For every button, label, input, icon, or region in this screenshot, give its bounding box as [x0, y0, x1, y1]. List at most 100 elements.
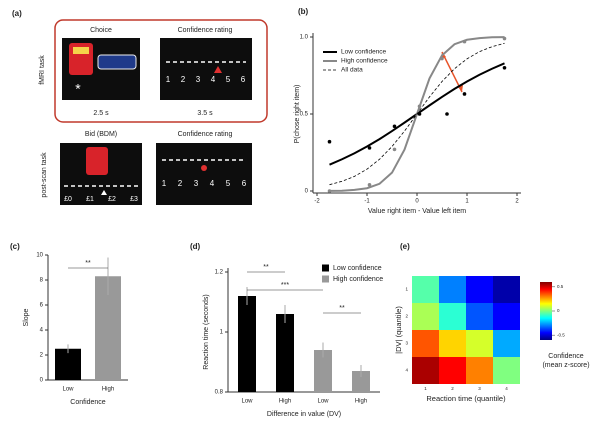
fmri-frame — [54, 19, 268, 123]
heatmap-cell — [412, 276, 439, 303]
rating-label: 2 — [178, 179, 183, 188]
y-tick-label: 1 — [220, 330, 224, 336]
legend-swatch — [322, 275, 329, 283]
bid-label: £1 — [86, 196, 94, 203]
data-point — [417, 112, 422, 116]
panel-label: (a) — [12, 9, 22, 18]
x-tick-label: Low — [317, 399, 329, 405]
rating-label: 1 — [166, 75, 171, 84]
choice-cue: * — [75, 81, 81, 97]
y-tick-label: 3 — [405, 341, 408, 346]
bid-label: £0 — [64, 196, 72, 203]
y-tick-label: 2 — [40, 353, 44, 359]
heatmap-cell — [439, 276, 466, 303]
panel-label: (b) — [298, 7, 309, 16]
y-tick-label: 1 — [405, 287, 408, 292]
bar — [55, 348, 81, 380]
x-tick-label: 2 — [515, 199, 519, 205]
heatmap-cell — [466, 330, 493, 357]
x-axis-label: Difference in value (DV) — [267, 411, 341, 418]
significance: ** — [85, 260, 91, 267]
heatmap-cell — [439, 357, 466, 384]
data-point — [327, 139, 332, 144]
legend-label: High confidence — [333, 276, 383, 283]
legend-swatch — [322, 264, 329, 272]
x-axis-label: Reaction time (quantile) — [426, 394, 506, 403]
x-tick-label: Low — [62, 387, 74, 393]
heatmap-cell — [493, 276, 520, 303]
x-tick-label: High — [355, 399, 367, 405]
y-tick-label: 1.2 — [215, 270, 224, 276]
bid-cursor — [101, 190, 107, 195]
snack-image — [97, 54, 137, 70]
y-axis-label: Slope — [23, 308, 30, 326]
y-tick-label: 0.8 — [215, 390, 224, 396]
y-tick-label: 0 — [305, 189, 309, 195]
y-axis-label: |DV| (quantile) — [394, 306, 403, 354]
legend-label: High confidence — [341, 58, 388, 65]
y-tick-label: 4 — [40, 328, 44, 334]
y-tick-label: 2 — [405, 314, 408, 319]
step-duration: 3.5 s — [197, 110, 213, 117]
curve — [329, 42, 505, 186]
data-point — [462, 92, 467, 96]
bid-label: £3 — [130, 196, 138, 203]
rating-label: 3 — [194, 179, 199, 188]
snack-image — [86, 147, 108, 175]
data-point — [392, 147, 397, 152]
task-label: post-scan task — [41, 152, 48, 198]
bar — [276, 314, 294, 392]
heatmap-cell — [412, 303, 439, 330]
heatmap-cell — [466, 303, 493, 330]
heatmap-cell — [493, 330, 520, 357]
bar — [352, 371, 370, 392]
y-tick-label: 1.0 — [300, 35, 309, 41]
panel-label: (c) — [10, 242, 20, 251]
step-title: Bid (BDM) — [85, 131, 117, 138]
bar — [314, 350, 332, 392]
x-axis-label: Confidence — [70, 399, 106, 406]
step-title: Confidence rating — [178, 27, 233, 34]
x-tick-label: Low — [241, 399, 253, 405]
heatmap-cell — [466, 357, 493, 384]
x-tick-label: 0 — [415, 199, 419, 205]
rating-label: 5 — [226, 75, 231, 84]
colorbar-label: Confidence — [548, 353, 584, 360]
data-point — [327, 189, 332, 193]
x-tick-label: 3 — [478, 386, 481, 391]
data-point — [462, 39, 467, 44]
bar — [238, 296, 256, 392]
data-point — [417, 104, 422, 109]
rating-label: 4 — [211, 75, 216, 84]
heatmap-cell — [412, 357, 439, 384]
y-tick-label: 0.5 — [300, 112, 309, 118]
rating-cursor — [214, 66, 222, 73]
heatmap-cell — [439, 303, 466, 330]
legend-label: All data — [341, 67, 363, 74]
snack-image — [73, 47, 89, 54]
legend-label: Low confidence — [341, 49, 387, 56]
heatmap-cell — [493, 357, 520, 384]
task-label: fMRI task — [39, 55, 46, 85]
rating-label: 2 — [181, 75, 186, 84]
y-axis-label: P(chose right item) — [294, 85, 301, 144]
x-tick-label: High — [279, 399, 291, 405]
rating-label: 6 — [242, 179, 247, 188]
x-tick-label: 1 — [424, 386, 427, 391]
legend-label: Low confidence — [333, 265, 382, 272]
x-tick-label: 2 — [451, 386, 454, 391]
x-tick-label: 1 — [465, 199, 469, 205]
x-axis-label: Value right item - Value left item — [368, 208, 466, 215]
rating-screen — [160, 38, 252, 100]
x-tick-label: 4 — [505, 386, 508, 391]
rating-label: 6 — [241, 75, 246, 84]
y-tick-label: 8 — [40, 278, 44, 284]
significance: ** — [339, 305, 345, 312]
heatmap-cell — [412, 330, 439, 357]
rating-label: 1 — [162, 179, 167, 188]
x-tick-label: -2 — [314, 199, 320, 205]
panel-label: (e) — [400, 242, 410, 251]
colorbar-label: (mean z-score) — [542, 362, 589, 369]
